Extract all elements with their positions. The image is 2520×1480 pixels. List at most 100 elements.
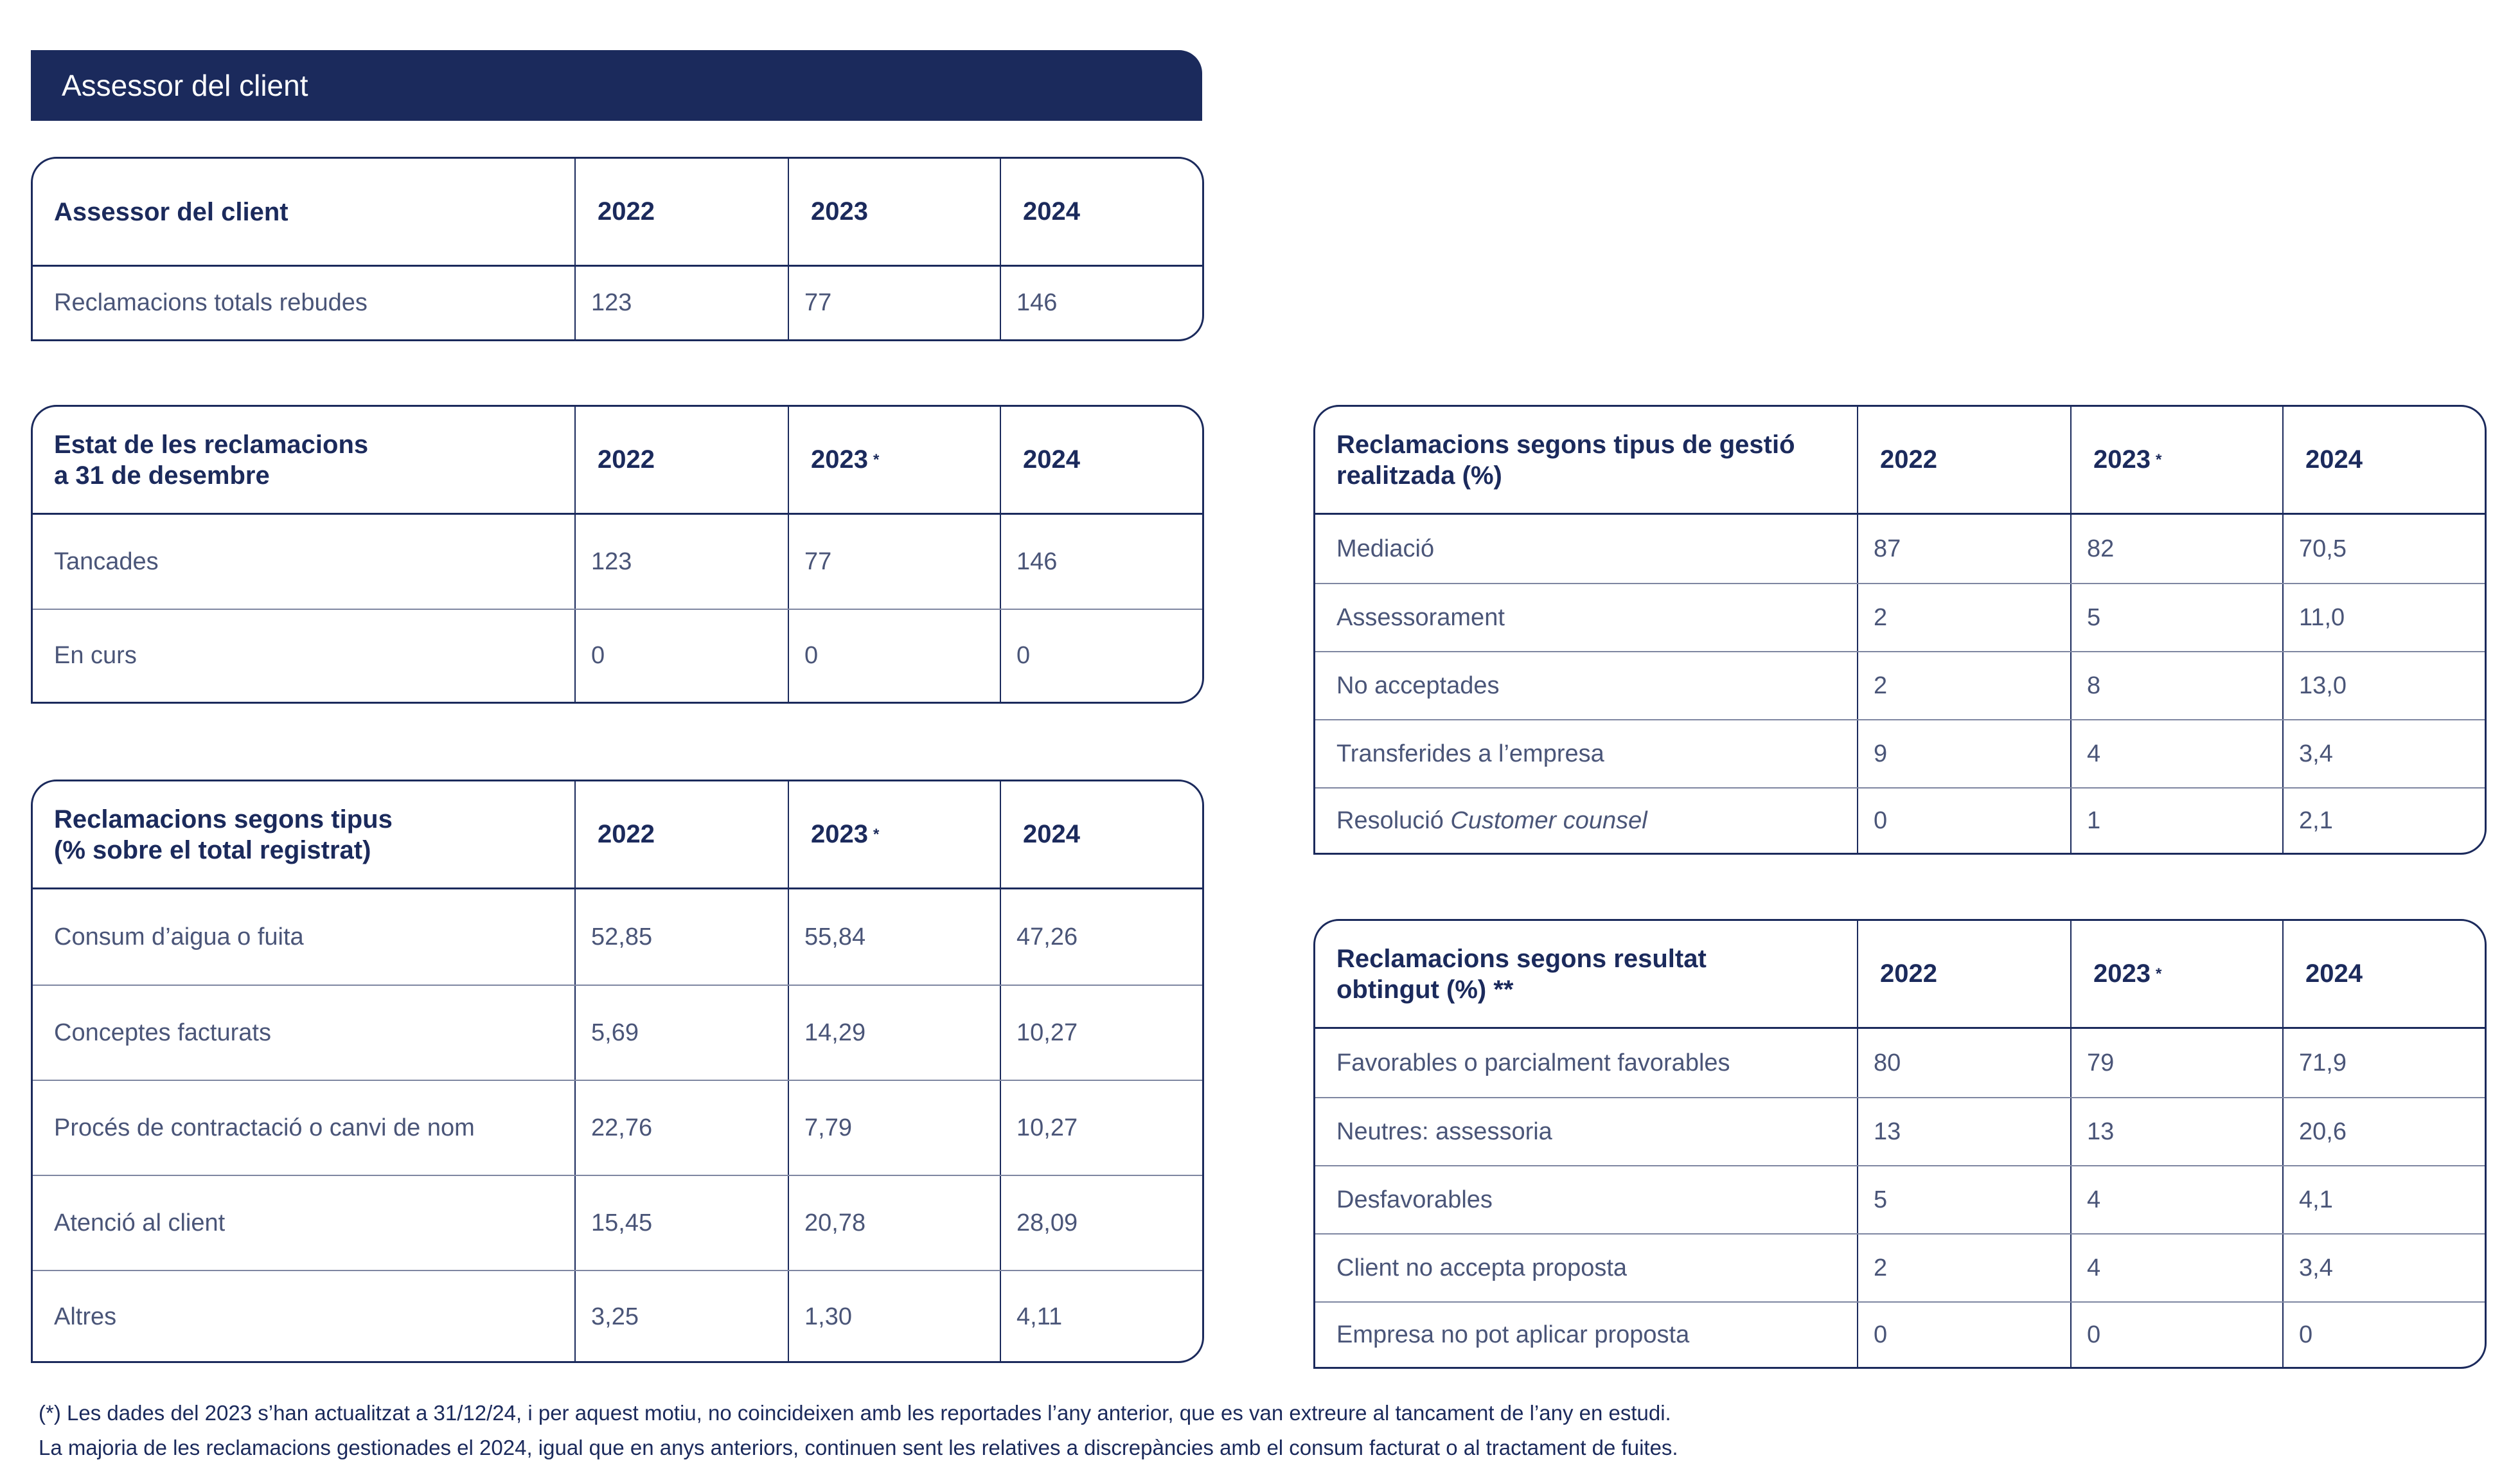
value-2024: 11,0: [2282, 584, 2485, 651]
value-2024: 146: [1000, 267, 1202, 339]
asterisk-mark: *: [2155, 965, 2162, 983]
header-2022: 2022: [574, 781, 788, 887]
header-2023: 2023 *: [2070, 921, 2282, 1027]
row-label-italic: Customer counsel: [1450, 807, 1647, 834]
table-row: Empresa no pot aplicar proposta 0 0 0: [1315, 1301, 2485, 1367]
header-2023: 2023 *: [2070, 407, 2282, 513]
table-row: Mediació 87 82 70,5: [1315, 515, 2485, 583]
value-2022: 123: [574, 515, 788, 609]
value-2023: 20,78: [788, 1176, 1000, 1270]
table-row: Client no accepta proposta 2 4 3,4: [1315, 1233, 2485, 1301]
value-2024: 2,1: [2282, 789, 2485, 853]
value-2023: 8: [2070, 652, 2282, 719]
table-row: Reclamacions totals rebudes 123 77 146: [33, 267, 1202, 339]
value-2023: 79: [2070, 1029, 2282, 1097]
value-2023: 82: [2070, 515, 2282, 583]
value-2022: 2: [1857, 584, 2070, 651]
value-2022: 22,76: [574, 1081, 788, 1175]
header-2023-text: 2023: [811, 820, 868, 848]
header-label-line2: (% sobre el total registrat): [54, 835, 371, 864]
asterisk-mark: *: [873, 450, 880, 468]
row-label: Tancades: [54, 548, 159, 575]
header-label-line2: a 31 de desembre: [54, 461, 270, 490]
value-2024: 28,09: [1000, 1176, 1202, 1270]
table-row: Neutres: assessoria 13 13 20,6: [1315, 1097, 2485, 1165]
value-2022: 5: [1857, 1166, 2070, 1233]
row-label: Altres: [54, 1303, 117, 1330]
header-2023: 2023 *: [788, 407, 1000, 513]
value-2023: 0: [788, 610, 1000, 702]
header-label: Reclamacions segons resultat obtingut (%…: [1315, 921, 1857, 1027]
header-2024: 2024: [2282, 921, 2485, 1027]
value-2022: 0: [1857, 789, 2070, 853]
header-label-line1: Reclamacions segons resultat: [1336, 944, 1707, 973]
row-label: Mediació: [1336, 535, 1435, 562]
value-2023: 1: [2070, 789, 2282, 853]
value-2023: 14,29: [788, 986, 1000, 1080]
header-2023: 2023: [788, 159, 1000, 265]
table-header-row: Reclamacions segons tipus (% sobre el to…: [33, 781, 1202, 889]
value-2024: 4,11: [1000, 1271, 1202, 1361]
header-label-line1: Reclamacions segons tipus de gestió: [1336, 430, 1795, 459]
row-label: Neutres: assessoria: [1336, 1118, 1552, 1145]
value-2022: 123: [574, 267, 788, 339]
value-2022: 9: [1857, 720, 2070, 787]
value-2023: 4: [2070, 1166, 2282, 1233]
value-2023: 5: [2070, 584, 2282, 651]
table-resultat-obtingut: Reclamacions segons resultat obtingut (%…: [1313, 919, 2487, 1369]
row-label: Reclamacions totals rebudes: [54, 289, 368, 316]
table-row: Assessorament 2 5 11,0: [1315, 583, 2485, 651]
value-2024: 10,27: [1000, 1081, 1202, 1175]
header-label: Assessor del client: [54, 197, 288, 226]
table-reclamacions-tipus: Reclamacions segons tipus (% sobre el to…: [31, 780, 1204, 1363]
row-label: Client no accepta proposta: [1336, 1254, 1628, 1281]
value-2022: 0: [574, 610, 788, 702]
table-row: Atenció al client 15,45 20,78 28,09: [33, 1175, 1202, 1270]
value-2024: 0: [1000, 610, 1202, 702]
value-2024: 3,4: [2282, 720, 2485, 787]
header-label-line1: Estat de les reclamacions: [54, 430, 369, 459]
header-2023-text: 2023: [2093, 445, 2151, 474]
value-2023: 77: [788, 515, 1000, 609]
footnote-line-1: (*) Les dades del 2023 s’han actualitzat…: [39, 1401, 1671, 1425]
value-2022: 3,25: [574, 1271, 788, 1361]
header-2023: 2023 *: [788, 781, 1000, 887]
header-2024: 2024: [2282, 407, 2485, 513]
table-header-row: Reclamacions segons tipus de gestió real…: [1315, 407, 2485, 515]
header-label: Reclamacions segons tipus (% sobre el to…: [33, 781, 574, 887]
value-2023: 4: [2070, 720, 2282, 787]
table-row: Desfavorables 5 4 4,1: [1315, 1165, 2485, 1233]
value-2024: 70,5: [2282, 515, 2485, 583]
table-row: Resolució Customer counsel 0 1 2,1: [1315, 787, 2485, 853]
table-tipus-gestio: Reclamacions segons tipus de gestió real…: [1313, 405, 2487, 855]
row-label: En curs: [54, 642, 137, 669]
row-label: Conceptes facturats: [54, 1019, 271, 1046]
table-row: Altres 3,25 1,30 4,11: [33, 1270, 1202, 1361]
header-2024: 2024: [1000, 407, 1202, 513]
header-2023-text: 2023: [2093, 959, 2151, 988]
value-2024: 146: [1000, 515, 1202, 609]
header-2022: 2022: [1857, 407, 2070, 513]
table-row: Procés de contractació o canvi de nom 22…: [33, 1080, 1202, 1175]
value-2024: 13,0: [2282, 652, 2485, 719]
value-2022: 2: [1857, 1235, 2070, 1301]
table-row: Transferides a l’empresa 9 4 3,4: [1315, 719, 2485, 787]
table-header-row: Reclamacions segons resultat obtingut (%…: [1315, 921, 2485, 1029]
value-2024: 3,4: [2282, 1235, 2485, 1301]
value-2023: 1,30: [788, 1271, 1000, 1361]
value-2024: 10,27: [1000, 986, 1202, 1080]
section-title-banner: Assessor del client: [31, 50, 1202, 121]
table-row: En curs 0 0 0: [33, 609, 1202, 702]
value-2024: 20,6: [2282, 1098, 2485, 1165]
value-2022: 5,69: [574, 986, 788, 1080]
row-label: Atenció al client: [54, 1209, 226, 1236]
header-label-line2: realitzada (%): [1336, 461, 1502, 490]
value-2022: 2: [1857, 652, 2070, 719]
table-estat-reclamacions: Estat de les reclamacions a 31 de desemb…: [31, 405, 1204, 704]
value-2023: 77: [788, 267, 1000, 339]
value-2024: 4,1: [2282, 1166, 2485, 1233]
header-2022: 2022: [574, 159, 788, 265]
table-row: Consum d’aigua o fuita 52,85 55,84 47,26: [33, 889, 1202, 985]
header-2024: 2024: [1000, 159, 1202, 265]
asterisk-mark: *: [873, 825, 880, 843]
